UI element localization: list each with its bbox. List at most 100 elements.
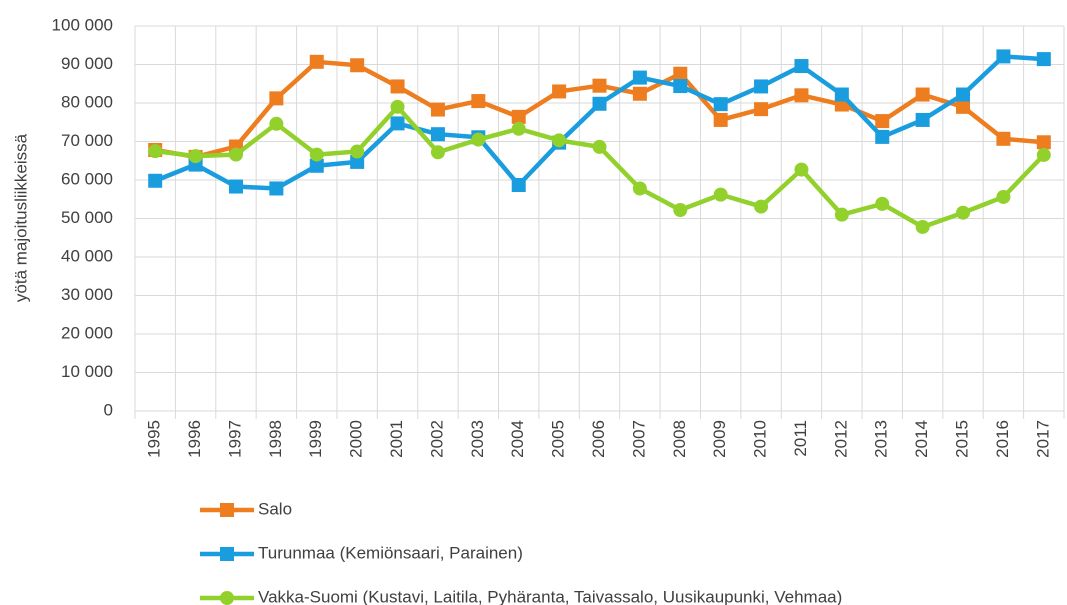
point <box>915 112 930 127</box>
point <box>390 79 405 94</box>
point <box>632 86 647 101</box>
point <box>673 66 688 81</box>
y-tick-label: 20 000 <box>61 323 113 342</box>
point <box>552 133 567 148</box>
point <box>632 181 647 196</box>
point <box>390 116 405 131</box>
point <box>350 144 365 159</box>
x-tick-label: 2007 <box>629 420 648 458</box>
y-tick-label: 60 000 <box>61 169 113 188</box>
point <box>834 87 849 102</box>
point <box>511 109 526 124</box>
y-tick-label: 100 000 <box>52 15 113 34</box>
point <box>996 131 1011 146</box>
point <box>269 91 284 106</box>
point <box>673 79 688 94</box>
point <box>228 147 243 162</box>
point <box>754 79 769 94</box>
y-tick-label: 40 000 <box>61 246 113 265</box>
y-tick-label: 80 000 <box>61 92 113 111</box>
point <box>915 219 930 234</box>
x-tick-label: 2011 <box>791 420 810 457</box>
y-tick-label: 90 000 <box>61 54 113 73</box>
point <box>1036 135 1051 150</box>
point <box>754 102 769 117</box>
x-tick-label: 2005 <box>549 420 568 458</box>
point <box>430 127 445 142</box>
point <box>552 84 567 99</box>
y-tick-label: 30 000 <box>61 285 113 304</box>
point <box>996 49 1011 64</box>
point <box>511 178 526 193</box>
x-tick-label: 2013 <box>872 420 891 458</box>
point <box>188 149 203 164</box>
point <box>228 179 243 194</box>
point <box>754 199 769 214</box>
x-tick-label: 2003 <box>468 420 487 458</box>
y-tick-label: 10 000 <box>61 362 113 381</box>
point <box>956 87 971 102</box>
x-tick-label: 2004 <box>508 420 527 458</box>
point <box>875 114 890 129</box>
point <box>148 173 163 188</box>
y-tick-label: 0 <box>104 400 113 419</box>
point <box>713 112 728 127</box>
x-tick-label: 2010 <box>751 420 770 458</box>
x-tick-label: 2015 <box>953 420 972 458</box>
point <box>794 59 809 74</box>
point <box>794 88 809 103</box>
point <box>309 54 324 69</box>
legend-label: Vakka-Suomi (Kustavi, Laitila, Pyhäranta… <box>258 587 842 605</box>
point <box>875 129 890 144</box>
x-tick-label: 2016 <box>993 420 1012 458</box>
point <box>430 145 445 160</box>
point <box>220 503 234 517</box>
point <box>915 87 930 102</box>
point <box>956 205 971 220</box>
point <box>471 132 486 147</box>
point <box>713 97 728 112</box>
point <box>220 591 234 605</box>
x-tick-label: 2001 <box>387 420 406 458</box>
y-axis-label: yötä majoitusliikkeissä <box>11 133 30 302</box>
y-tick-label: 70 000 <box>61 131 113 150</box>
y-tick-label: 50 000 <box>61 208 113 227</box>
point <box>956 99 971 114</box>
x-tick-label: 1998 <box>266 420 285 458</box>
point <box>875 196 890 211</box>
x-tick-label: 1995 <box>145 420 164 458</box>
x-tick-label: 2006 <box>589 420 608 458</box>
x-tick-label: 1997 <box>225 420 244 458</box>
point <box>471 94 486 109</box>
point <box>220 547 234 561</box>
point <box>309 158 324 173</box>
point <box>996 189 1011 204</box>
point <box>511 121 526 136</box>
legend-label: Turunmaa (Kemiönsaari, Parainen) <box>258 543 523 562</box>
point <box>592 96 607 111</box>
point <box>592 78 607 93</box>
point <box>592 139 607 154</box>
series-line <box>154 54 1044 191</box>
x-tick-label: 2009 <box>710 420 729 458</box>
point <box>632 70 647 85</box>
x-tick-label: 2000 <box>347 420 366 458</box>
x-tick-label: 2012 <box>831 420 850 458</box>
point <box>673 203 688 218</box>
x-tick-label: 2017 <box>1033 420 1052 458</box>
x-tick-label: 2002 <box>427 420 446 458</box>
point <box>148 144 163 159</box>
point <box>794 162 809 177</box>
point <box>713 187 728 202</box>
x-tick-label: 2014 <box>912 420 931 458</box>
point <box>350 154 365 169</box>
point <box>1036 147 1051 162</box>
point <box>390 99 405 114</box>
point <box>834 207 849 222</box>
point <box>269 181 284 196</box>
point <box>350 58 365 73</box>
x-tick-label: 1999 <box>306 420 325 458</box>
point <box>1036 52 1051 67</box>
x-tick-label: 2008 <box>670 420 689 458</box>
